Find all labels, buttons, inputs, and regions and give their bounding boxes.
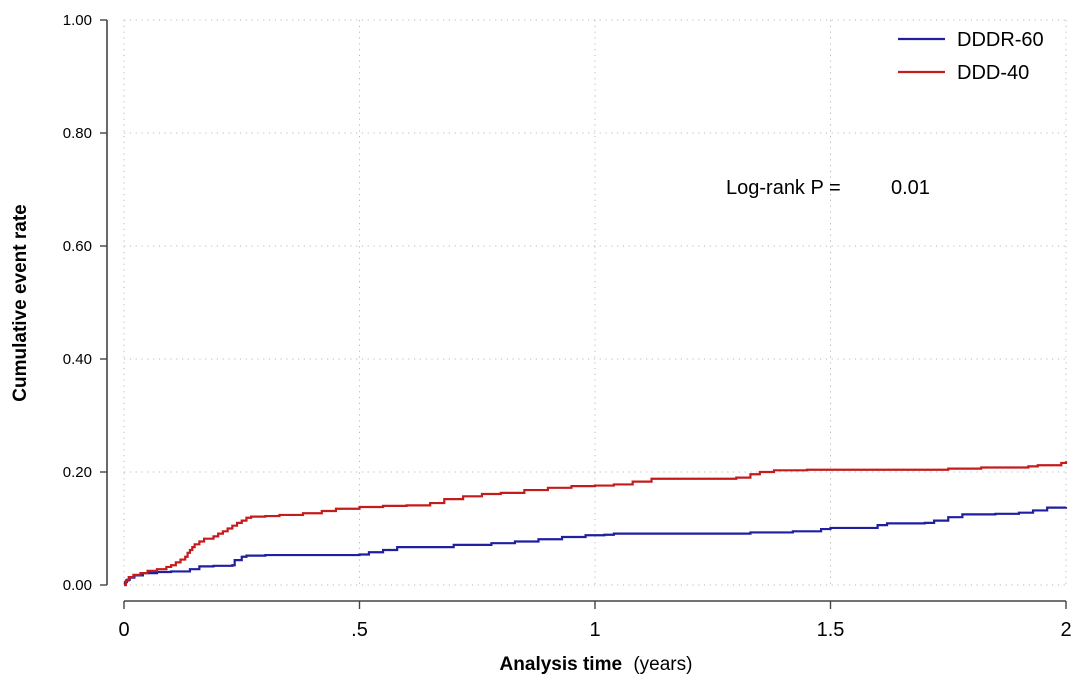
y-ticks: 0.00 0.20 0.40 0.60 0.80 1.00 bbox=[63, 12, 107, 594]
legend-label-dddr60: DDDR-60 bbox=[957, 29, 1044, 51]
grid-layer bbox=[123, 19, 1067, 586]
legend-label-ddd40: DDD-40 bbox=[957, 62, 1029, 84]
x-tick-label-1: .5 bbox=[351, 619, 368, 641]
logrank-label: Log-rank P = bbox=[726, 177, 841, 199]
y-axis-title: Cumulative event rate bbox=[10, 204, 31, 401]
y-tick-label-0: 0.00 bbox=[63, 577, 92, 594]
axes-layer bbox=[106, 20, 1066, 602]
y-tick-label-4: 0.80 bbox=[63, 125, 92, 142]
x-axis-title: Analysis time (years) bbox=[500, 654, 693, 675]
y-tick-label-3: 0.60 bbox=[63, 238, 92, 255]
y-tick-label-2: 0.40 bbox=[63, 351, 92, 368]
x-tick-label-0: 0 bbox=[118, 619, 129, 641]
legend: DDDR-60 DDD-40 bbox=[898, 29, 1044, 84]
series-line-ddd40 bbox=[124, 461, 1068, 587]
logrank-annotation: Log-rank P = 0.01 bbox=[726, 177, 930, 199]
logrank-value: 0.01 bbox=[891, 177, 930, 199]
x-axis-title-main: Analysis time bbox=[500, 654, 623, 675]
series-line-dddr60 bbox=[123, 506, 1068, 587]
y-tick-label-5: 1.00 bbox=[63, 12, 92, 29]
x-tick-label-2: 1 bbox=[589, 619, 600, 641]
series-layer bbox=[123, 461, 1068, 587]
x-axis-title-unit: (years) bbox=[633, 654, 692, 675]
y-tick-label-1: 0.20 bbox=[63, 464, 92, 481]
x-tick-label-3: 1.5 bbox=[817, 619, 845, 641]
x-tick-label-4: 2 bbox=[1060, 619, 1071, 641]
x-ticks: 0 .5 1 1.5 2 bbox=[118, 601, 1072, 641]
